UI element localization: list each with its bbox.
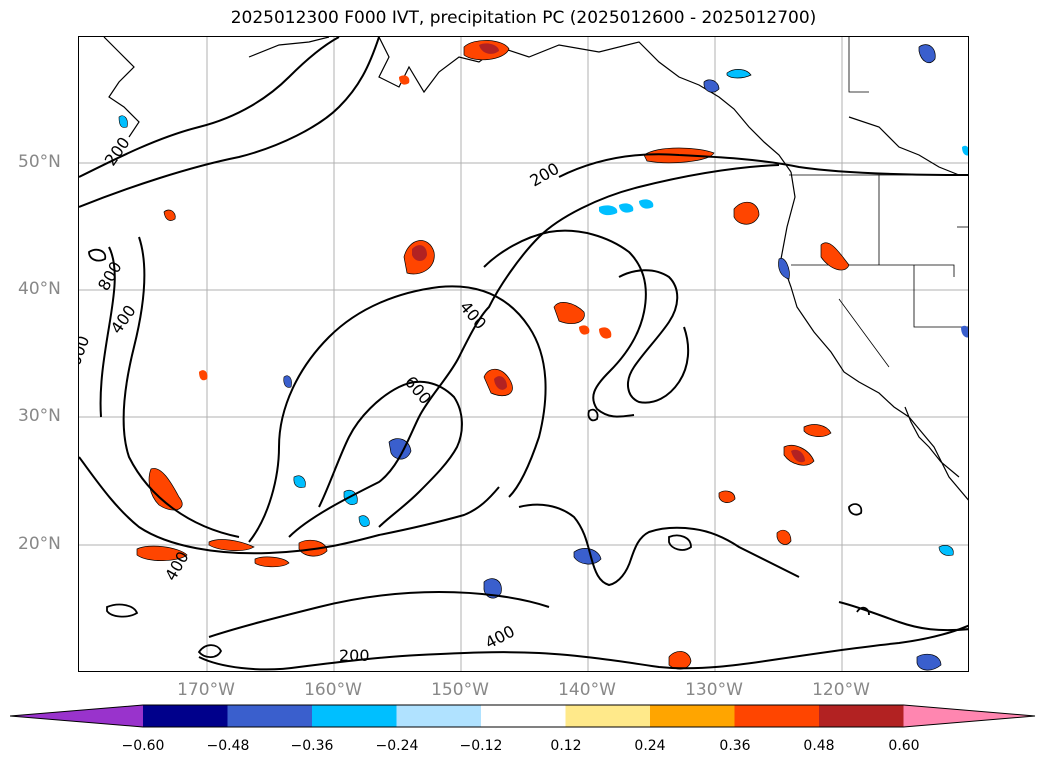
precip-positive	[136, 40, 850, 670]
ivt-contours	[79, 37, 968, 671]
colorbar	[10, 704, 1036, 728]
colorbar-extend-high	[903, 705, 1035, 727]
contour-label: 200	[339, 646, 370, 665]
lat-label-40n: 40°N	[18, 279, 61, 299]
lon-label-160w: 160°W	[304, 680, 362, 700]
colorbar-segment	[650, 705, 735, 727]
colorbar-tick-label: −0.12	[459, 738, 503, 754]
lat-label-30n: 30°N	[18, 406, 61, 426]
map-title: 2025012300 F000 IVT, precipitation PC (2…	[230, 8, 817, 28]
map-panel: 200 200 400 400 800 600 600 400 400 200	[78, 36, 969, 672]
graticule	[79, 37, 968, 671]
lon-label-140w: 140°W	[558, 680, 616, 700]
map-canvas: 200 200 400 400 800 600 600 400 400 200	[79, 37, 968, 671]
ivt-small-contours	[88, 248, 870, 659]
colorbar-segment	[312, 705, 397, 727]
colorbar-segment	[143, 705, 228, 727]
precip-negative	[118, 44, 968, 671]
contour-label: 600	[401, 372, 435, 408]
colorbar-tick-label: −0.60	[121, 738, 165, 754]
lat-label-50n: 50°N	[18, 152, 61, 172]
contour-label: 800	[94, 258, 126, 294]
colorbar-segment	[396, 705, 482, 727]
lon-label-150w: 150°W	[431, 680, 489, 700]
colorbar-tick-label: 0.12	[550, 738, 582, 754]
colorbar-tick-label: 0.24	[634, 738, 666, 754]
colorbar-segment	[734, 705, 820, 727]
lon-label-130w: 130°W	[685, 680, 743, 700]
colorbar-tick-label: −0.24	[375, 738, 419, 754]
lat-label-20n: 20°N	[18, 534, 61, 554]
colorbar-tick-label: 0.60	[888, 738, 920, 754]
lon-label-170w: 170°W	[177, 680, 235, 700]
coastlines	[103, 37, 968, 501]
colorbar-tick-label: 0.36	[719, 738, 751, 754]
state-borders	[789, 37, 968, 368]
colorbar-tick-label: 0.48	[803, 738, 835, 754]
colorbar-segment	[819, 705, 904, 727]
colorbar-tick-label: −0.36	[290, 738, 334, 754]
colorbar-segment	[481, 705, 566, 727]
colorbar-extend-low	[10, 705, 143, 727]
colorbar-outline	[10, 704, 1036, 728]
colorbar-segment	[227, 705, 313, 727]
lon-label-120w: 120°W	[812, 680, 870, 700]
contour-label: 600	[79, 333, 93, 368]
colorbar-tick-label: −0.48	[206, 738, 250, 754]
colorbar-segment	[565, 705, 651, 727]
contour-label: 400	[482, 621, 518, 652]
